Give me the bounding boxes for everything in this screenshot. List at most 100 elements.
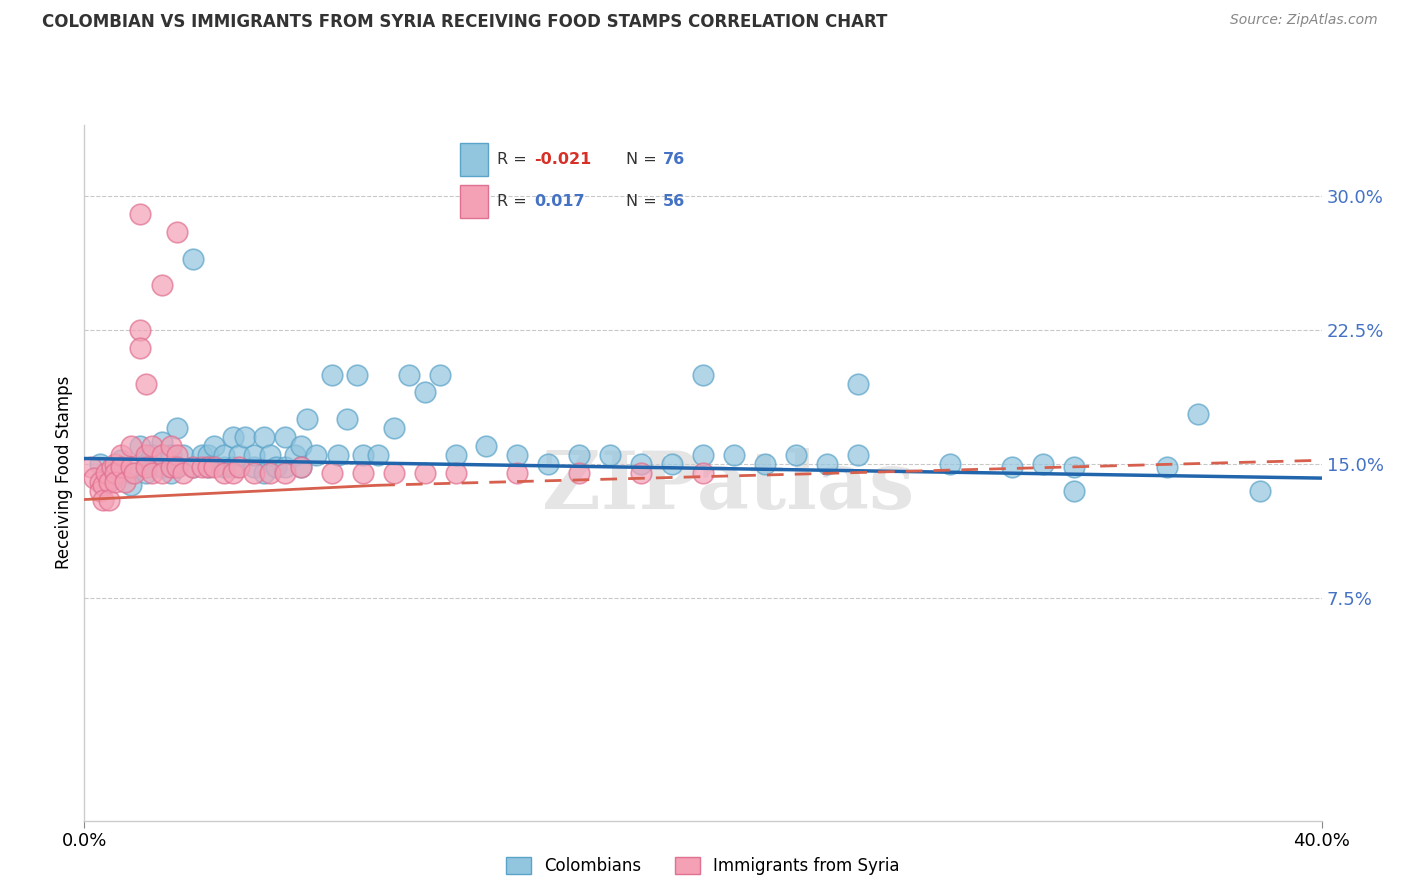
Point (191, 460, 214, 475)
Point (846, 448, 869, 462)
Point (110, 448, 132, 462)
Point (346, 368, 368, 382)
Point (243, 460, 266, 475)
Point (110, 460, 132, 475)
Point (661, 457, 683, 471)
Point (382, 466, 405, 480)
Point (352, 448, 374, 462)
Point (352, 466, 374, 480)
Point (1187, 407, 1209, 421)
Point (846, 376, 869, 391)
Point (160, 460, 183, 475)
Point (104, 460, 127, 475)
Point (166, 448, 188, 462)
Point (104, 466, 127, 480)
Legend: Colombians, Immigrants from Syria: Colombians, Immigrants from Syria (499, 850, 907, 882)
Point (104, 457, 127, 471)
Point (104, 471, 127, 485)
Point (413, 466, 436, 480)
Point (222, 466, 245, 480)
Point (172, 448, 194, 462)
Point (1063, 460, 1085, 475)
Point (150, 466, 173, 480)
Point (243, 448, 266, 462)
Point (166, 460, 188, 475)
Point (222, 460, 245, 475)
Point (233, 430, 256, 444)
Point (120, 466, 142, 480)
Point (129, 439, 152, 453)
Point (212, 448, 235, 462)
Point (129, 207, 152, 221)
Point (120, 460, 142, 475)
Point (166, 421, 188, 435)
Point (444, 448, 467, 462)
Point (83, 471, 105, 485)
Point (1249, 483, 1271, 498)
Point (692, 448, 714, 462)
Point (274, 466, 297, 480)
Point (264, 460, 287, 475)
Point (141, 439, 163, 453)
Point (475, 439, 498, 453)
Point (79, 460, 101, 475)
Point (160, 439, 183, 453)
Point (129, 341, 152, 355)
Point (568, 466, 591, 480)
Text: Source: ZipAtlas.com: Source: ZipAtlas.com (1230, 13, 1378, 28)
Point (1032, 457, 1054, 471)
Point (141, 448, 163, 462)
Point (321, 368, 343, 382)
Point (191, 448, 214, 462)
Point (1063, 483, 1085, 498)
Point (253, 466, 276, 480)
Y-axis label: Receiving Food Stamps: Receiving Food Stamps (55, 376, 73, 569)
Point (444, 466, 467, 480)
Point (197, 448, 219, 462)
Point (104, 475, 127, 489)
Point (150, 435, 173, 450)
Point (135, 448, 157, 462)
Point (150, 448, 173, 462)
Point (413, 385, 436, 400)
Point (290, 439, 312, 453)
Point (197, 460, 219, 475)
Point (506, 448, 529, 462)
Point (754, 457, 776, 471)
Text: ZIPatlas: ZIPatlas (541, 448, 914, 525)
Point (166, 460, 188, 475)
Point (290, 460, 312, 475)
Point (305, 448, 328, 462)
Point (181, 252, 204, 266)
Point (630, 457, 652, 471)
Point (630, 466, 652, 480)
Point (135, 376, 157, 391)
Point (274, 460, 297, 475)
Point (336, 412, 359, 426)
Point (228, 460, 250, 475)
Point (259, 466, 281, 480)
Point (785, 448, 807, 462)
Point (172, 466, 194, 480)
Point (222, 430, 245, 444)
Point (135, 457, 157, 471)
Point (367, 448, 389, 462)
Point (122, 466, 145, 480)
Point (723, 448, 745, 462)
Point (110, 453, 132, 467)
Point (120, 478, 142, 492)
Point (692, 466, 714, 480)
Point (98, 492, 121, 507)
Point (212, 466, 235, 480)
Point (506, 466, 529, 480)
Point (815, 457, 838, 471)
Point (939, 457, 962, 471)
Point (89, 475, 111, 489)
Point (89, 483, 111, 498)
Point (141, 466, 163, 480)
Point (568, 448, 591, 462)
Point (398, 368, 420, 382)
Point (599, 448, 621, 462)
Point (284, 448, 307, 462)
Point (202, 460, 225, 475)
